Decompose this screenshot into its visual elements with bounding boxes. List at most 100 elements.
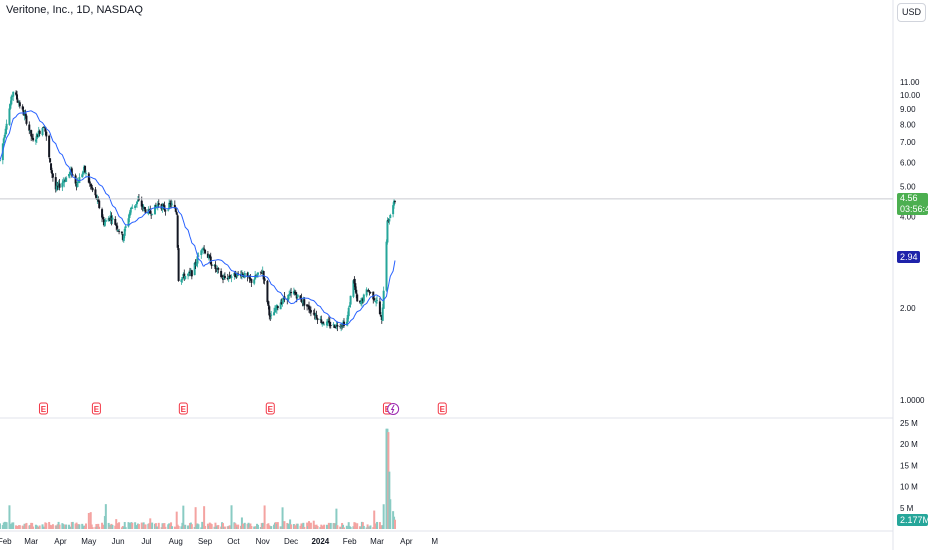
candle-body bbox=[235, 276, 238, 278]
time-axis: Feb Mar Apr May Jun Jul Aug Sep Oct Nov Dec 2024 Feb… bbox=[0, 537, 438, 546]
volume-bar bbox=[18, 525, 21, 529]
candle-body bbox=[327, 320, 330, 323]
candle-body bbox=[45, 131, 48, 137]
candle-body bbox=[299, 295, 302, 299]
candle-body bbox=[296, 294, 299, 298]
candle-body bbox=[287, 294, 290, 301]
volume-bar bbox=[25, 522, 28, 529]
candle-body bbox=[256, 272, 259, 275]
candle-body bbox=[223, 275, 226, 278]
candle-body bbox=[84, 172, 87, 174]
time-axis-label: Sep bbox=[198, 537, 213, 546]
candle-body bbox=[270, 314, 273, 316]
time-axis-label: Dec bbox=[284, 537, 298, 546]
candle-body bbox=[21, 106, 24, 110]
volume-bar bbox=[62, 524, 65, 529]
candle-body bbox=[325, 321, 328, 326]
candle-body bbox=[267, 301, 270, 306]
candle-body bbox=[366, 290, 369, 292]
volume-bar bbox=[104, 504, 107, 529]
candle-body bbox=[49, 158, 52, 163]
earnings-marker bbox=[437, 402, 447, 415]
candle-body bbox=[70, 168, 73, 176]
candle-body bbox=[63, 180, 66, 183]
candle-body bbox=[276, 306, 279, 308]
candle-body bbox=[54, 177, 57, 190]
candle-body bbox=[51, 173, 54, 178]
candle-body bbox=[56, 185, 59, 187]
candle-body bbox=[288, 294, 291, 296]
earnings-marker-letter: E bbox=[268, 405, 274, 414]
volume-bar bbox=[303, 526, 306, 529]
volume-bar bbox=[157, 522, 160, 529]
candle-body bbox=[309, 310, 312, 313]
candle-body bbox=[30, 130, 33, 137]
candle-body bbox=[269, 315, 272, 317]
volume-bar bbox=[203, 506, 206, 529]
earnings-marker-letter: E bbox=[94, 405, 100, 414]
candle-body bbox=[123, 228, 126, 236]
volume-bar bbox=[170, 522, 173, 529]
candle-body bbox=[175, 212, 178, 215]
candle-body bbox=[268, 306, 271, 316]
earnings-marker-letter: E bbox=[181, 405, 187, 414]
volume-bar bbox=[175, 511, 178, 529]
candle-body bbox=[117, 229, 120, 231]
time-axis-label: Feb bbox=[343, 537, 357, 546]
candle-body bbox=[162, 204, 165, 206]
time-axis-label: Oct bbox=[227, 537, 240, 546]
candle-body bbox=[10, 96, 13, 105]
candle-body bbox=[128, 213, 131, 218]
candle-body bbox=[333, 325, 336, 328]
volume-bar bbox=[210, 524, 213, 529]
candle-body bbox=[167, 209, 170, 211]
candle-body bbox=[68, 171, 71, 175]
candle-body bbox=[41, 127, 44, 136]
volume-tag: 2.177M bbox=[897, 513, 930, 526]
candle-body bbox=[334, 326, 337, 328]
volume-bar bbox=[214, 522, 217, 529]
volume-bar bbox=[38, 525, 41, 529]
candle-body bbox=[345, 321, 348, 326]
volume-bar bbox=[190, 524, 193, 529]
volume-bar bbox=[71, 521, 74, 529]
candle-body bbox=[34, 139, 37, 142]
candle-body bbox=[8, 108, 11, 125]
volume-bar bbox=[356, 523, 359, 529]
volume-tick-label: 20 M bbox=[900, 440, 918, 449]
candle-body bbox=[115, 224, 118, 226]
moving-average-tag: 2.94 bbox=[897, 251, 920, 264]
candle-body bbox=[127, 218, 130, 227]
candle-body bbox=[25, 115, 28, 124]
volume-bar bbox=[124, 527, 127, 529]
candle-body bbox=[2, 138, 5, 144]
candle-body bbox=[116, 225, 119, 229]
candle-body bbox=[118, 231, 121, 232]
volume-bar bbox=[78, 524, 81, 529]
candle-body bbox=[217, 268, 220, 270]
candle-body bbox=[209, 256, 212, 265]
volume-bar bbox=[347, 522, 350, 529]
candle-body bbox=[28, 124, 31, 131]
moving-average-line bbox=[0, 110, 396, 326]
candle-body bbox=[249, 278, 252, 280]
candle-body bbox=[320, 319, 323, 324]
price-tick-label: 8.00 bbox=[900, 120, 916, 129]
candle-body bbox=[180, 279, 183, 283]
earnings-marker-letter: E bbox=[41, 405, 47, 414]
candle-body bbox=[103, 221, 106, 226]
volume-bar bbox=[342, 527, 345, 529]
candle-body bbox=[385, 241, 388, 291]
candle-body bbox=[214, 264, 217, 270]
volume-bar bbox=[329, 522, 332, 529]
volume-bar bbox=[243, 522, 246, 529]
candle-body bbox=[322, 321, 325, 324]
volume-bar bbox=[316, 525, 319, 529]
currency-button[interactable]: USD bbox=[897, 3, 926, 22]
volume-bar bbox=[111, 524, 114, 529]
candle-body bbox=[174, 208, 177, 212]
candle-body bbox=[136, 201, 139, 205]
candle-body bbox=[82, 171, 85, 174]
volume-bar bbox=[247, 522, 250, 529]
